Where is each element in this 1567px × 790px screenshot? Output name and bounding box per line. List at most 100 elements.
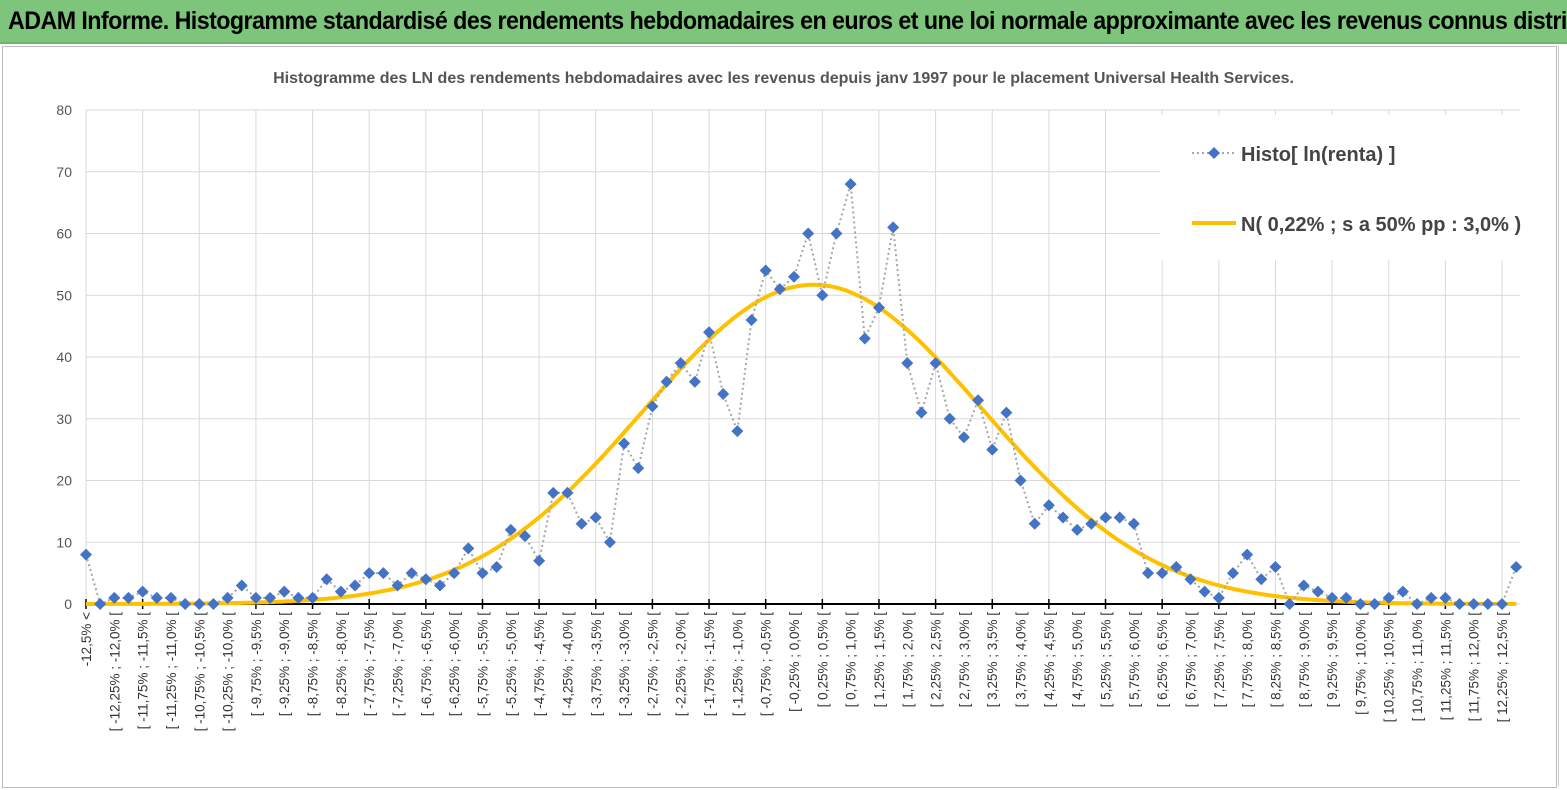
- histo-point: [80, 548, 92, 561]
- histo-point: [221, 591, 234, 604]
- x-tick-label: [ -11,75% ; -11,5% [: [136, 612, 151, 730]
- x-tick-label: [ 7,75% ; 8,0% [: [1240, 612, 1255, 708]
- x-tick-label: [ -2,75% ; -2,5% [: [645, 612, 660, 717]
- y-tick-label: 60: [56, 226, 72, 242]
- histo-point: [1198, 585, 1211, 598]
- x-tick-label: [ -1,25% ; -1,0% [: [730, 612, 745, 717]
- histo-point: [1439, 591, 1452, 604]
- y-tick-label: 0: [64, 596, 72, 612]
- x-tick-label: [ 3,75% ; 4,0% [: [1014, 612, 1029, 708]
- x-tick-label: [ 11,25% ; 11,5% [: [1438, 612, 1453, 721]
- histo-point: [660, 375, 673, 388]
- report-title: ADAM Informe. Histogramme standardisé de…: [8, 7, 1567, 35]
- x-tick-label: [ 10,25% ; 10,5% [: [1382, 612, 1397, 723]
- x-tick-label: [ 9,25% ; 9,5% [: [1325, 612, 1340, 708]
- x-tick-label: [ 6,25% ; 6,5% [: [1155, 612, 1170, 708]
- histo-point: [193, 598, 206, 610]
- histo-point: [759, 264, 772, 277]
- histo-point: [986, 443, 999, 456]
- histo-point: [972, 394, 985, 407]
- y-tick-label: 40: [56, 349, 72, 365]
- histo-point: [957, 431, 970, 444]
- x-tick-label: [ -10,75% ; -10,5% [: [192, 612, 207, 732]
- histo-point: [1000, 406, 1013, 419]
- histo-point: [1269, 560, 1282, 573]
- histo-point: [872, 301, 885, 314]
- histo-point: [533, 554, 546, 567]
- histo-point: [1127, 517, 1140, 530]
- x-tick-label: [ 11,75% ; 12,0% [: [1467, 612, 1482, 722]
- histo-point: [646, 400, 659, 413]
- histo-point: [1326, 591, 1339, 604]
- histo-point: [1354, 598, 1367, 610]
- x-tick-label: [ -8,75% ; -8,5% [: [306, 612, 321, 717]
- histo-point: [235, 579, 248, 592]
- x-tick-label: [ 0,25% ; 0,5% [: [815, 612, 830, 708]
- histo-point: [405, 567, 418, 580]
- x-tick-label: [ 2,25% ; 2,5% [: [929, 612, 944, 708]
- y-tick-label: 70: [56, 164, 72, 180]
- x-tick-label: [ -0,25% ; 0,0% [: [787, 612, 802, 712]
- histo-point: [1255, 573, 1268, 586]
- scrollbar[interactable]: [1558, 46, 1567, 786]
- histo-point: [249, 591, 262, 604]
- histo-point: [1042, 499, 1055, 512]
- histo-point: [858, 332, 871, 345]
- histo-point: [1453, 598, 1466, 610]
- x-tick-label: [ 5,25% ; 5,5% [: [1099, 612, 1114, 708]
- histo-point: [943, 412, 956, 425]
- x-tick-label: [ 1,75% ; 2,0% [: [900, 612, 915, 708]
- histo-point: [547, 486, 560, 499]
- x-tick-label: [ 5,75% ; 6,0% [: [1127, 612, 1142, 708]
- y-tick-label: 30: [56, 411, 72, 427]
- histo-point: [717, 388, 730, 401]
- x-tick-label: [ -8,25% ; -8,0% [: [334, 612, 349, 717]
- histo-point: [1411, 598, 1424, 610]
- histo-point: [462, 542, 475, 555]
- x-tick-label: [ 9,75% ; 10,0% [: [1353, 612, 1368, 715]
- x-tick-label: [ -9,75% ; -9,5% [: [249, 612, 264, 717]
- histo-point: [136, 585, 149, 598]
- histo-point: [618, 437, 631, 450]
- x-tick-label: [ -1,75% ; -1,5% [: [702, 612, 717, 717]
- histo-point: [887, 221, 900, 234]
- histo-point: [419, 573, 432, 586]
- x-tick-label: [ -11,25% ; -11,0% [: [164, 612, 179, 730]
- histo-point: [773, 283, 786, 296]
- chart-frame: [2, 46, 1557, 788]
- x-tick-label: [ 1,25% ; 1,5% [: [872, 612, 887, 708]
- histo-point: [1014, 474, 1027, 487]
- histo-point: [164, 591, 177, 604]
- x-tick-label: [ 6,75% ; 7,0% [: [1183, 612, 1198, 708]
- histo-point: [1481, 598, 1494, 610]
- histo-point: [788, 270, 800, 283]
- histo-point: [377, 567, 390, 580]
- x-tick-label: [ 4,75% ; 5,0% [: [1070, 612, 1085, 708]
- x-tick-label: [ 0,75% ; 1,0% [: [844, 612, 859, 708]
- chart-title: Histogramme des LN des rendements hebdom…: [273, 70, 1294, 87]
- histo-point: [1283, 598, 1296, 610]
- x-tick-label: [ -5,75% ; -5,5% [: [475, 612, 490, 717]
- legend-histo-label: Histo[ ln(renta) ]: [1241, 144, 1395, 166]
- normal-curve-line: [86, 282, 1517, 606]
- histo-point: [688, 375, 701, 388]
- histo-point: [674, 357, 687, 370]
- x-tick-label: [ 10,75% ; 11,0% [: [1410, 612, 1425, 722]
- x-tick-label: [ -9,25% ; -9,0% [: [277, 612, 292, 717]
- y-tick-label: 50: [56, 287, 72, 303]
- x-tick-label: [ 3,25% ; 3,5% [: [985, 612, 1000, 708]
- histo-point: [561, 486, 574, 499]
- histo-point: [1057, 511, 1070, 524]
- histo-point: [94, 598, 107, 610]
- histo-point: [1467, 598, 1480, 610]
- x-tick-label: [ -12,25% ; -12,0% [: [107, 612, 122, 732]
- legend-histo-marker: [1208, 147, 1220, 159]
- histo-point: [292, 591, 305, 604]
- x-tick-label: [ 2,75% ; 3,0% [: [957, 612, 972, 708]
- histo-point: [320, 573, 333, 586]
- histo-point: [731, 425, 744, 438]
- histo-point: [1156, 567, 1169, 580]
- x-tick-label: [ -4,25% ; -4,0% [: [560, 612, 575, 717]
- histo-point: [1241, 548, 1254, 561]
- histo-point: [589, 511, 602, 524]
